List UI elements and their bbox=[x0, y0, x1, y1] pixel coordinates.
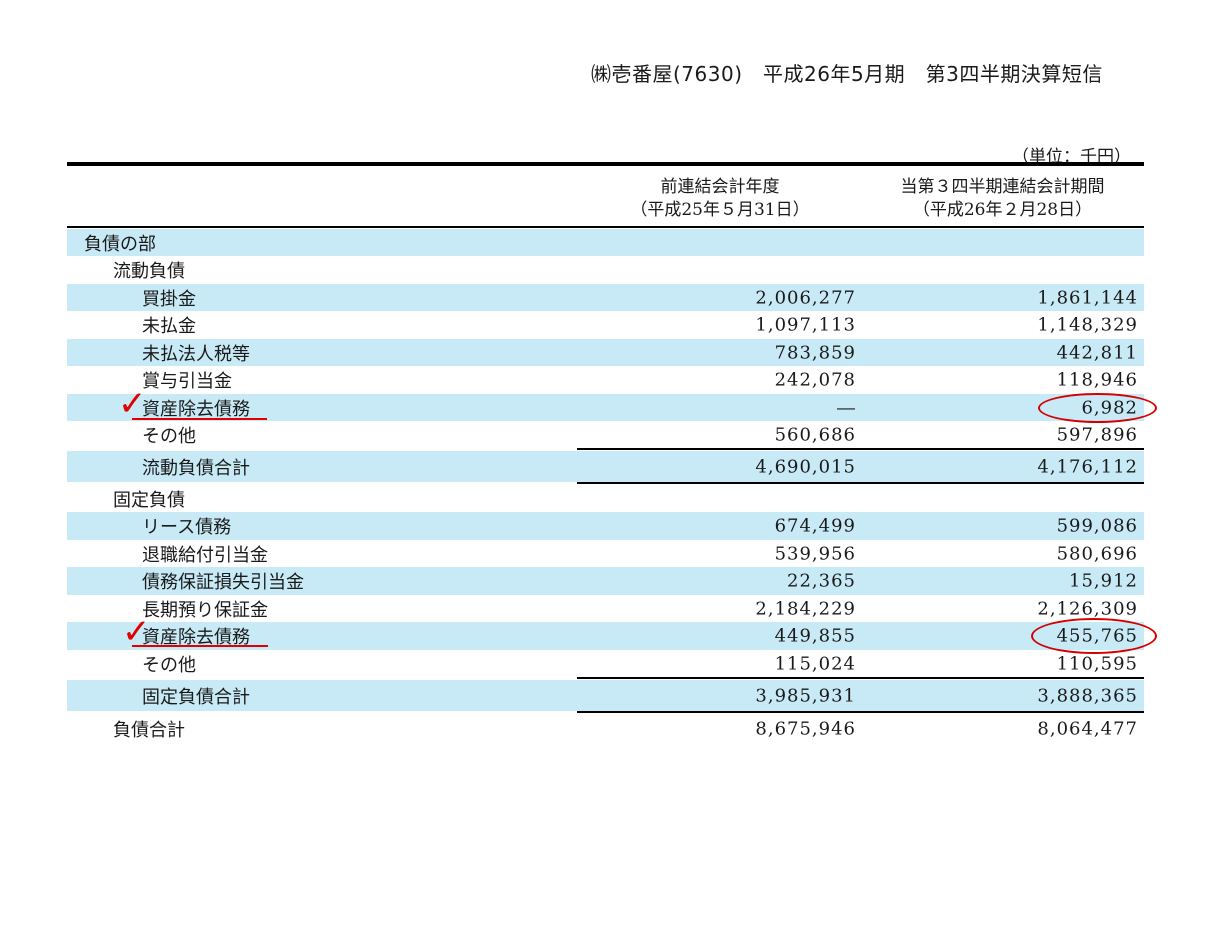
highlight-ellipse bbox=[1038, 393, 1157, 423]
table-row: 長期預り保証金 2,184,229 2,126,309 bbox=[67, 595, 1144, 622]
check-mark-icon: ✓ bbox=[122, 612, 151, 652]
row-label: 長期預り保証金 bbox=[142, 599, 268, 621]
prev-value: 3,985,931 bbox=[755, 685, 856, 706]
row-label: 資産除去債務 bbox=[142, 627, 250, 648]
table-row: その他 560,686 597,896 bbox=[67, 421, 1144, 448]
prev-value: 539,956 bbox=[774, 543, 856, 564]
prev-value: 22,365 bbox=[787, 570, 856, 592]
row-label: 流動負債合計 bbox=[142, 457, 250, 479]
curr-value: 15,912 bbox=[1069, 570, 1138, 592]
subsection-noncurrent-liabilities: 固定負債 bbox=[67, 485, 1144, 512]
highlight-underline bbox=[132, 418, 267, 420]
prev-value: 674,499 bbox=[774, 515, 856, 537]
curr-value: 110,595 bbox=[1056, 653, 1138, 674]
curr-value: 118,946 bbox=[1056, 369, 1138, 390]
row-label: 賞与引当金 bbox=[142, 370, 232, 392]
column-header-prev-date: （平成25年５月31日） bbox=[630, 200, 810, 220]
curr-value: 597,896 bbox=[1056, 424, 1138, 445]
prev-value: ― bbox=[837, 397, 856, 418]
table-row-asset-retirement-current: 資産除去債務 ― 6,982 bbox=[67, 394, 1144, 421]
curr-value: 1,861,144 bbox=[1037, 287, 1138, 308]
curr-value: 442,811 bbox=[1056, 342, 1138, 363]
row-label: 流動負債 bbox=[113, 260, 185, 282]
row-label: 未払法人税等 bbox=[142, 343, 250, 365]
subsection-current-liabilities: 流動負債 bbox=[67, 256, 1144, 283]
subtotal-rule bbox=[577, 677, 1144, 679]
subtotal-rule bbox=[577, 711, 1144, 713]
curr-value: 3,888,365 bbox=[1037, 685, 1138, 706]
prev-value: 1,097,113 bbox=[755, 314, 856, 335]
table-row-noncurrent-subtotal: 固定負債合計 3,985,931 3,888,365 bbox=[67, 680, 1144, 711]
section-header-liabilities: 負債の部 bbox=[67, 229, 1144, 256]
subtotal-rule bbox=[577, 448, 1144, 450]
table-row: 買掛金 2,006,277 1,861,144 bbox=[67, 284, 1144, 311]
table-row: リース債務 674,499 599,086 bbox=[67, 512, 1144, 540]
row-label: その他 bbox=[142, 425, 196, 447]
prev-value: 560,686 bbox=[774, 424, 856, 445]
prev-value: 783,859 bbox=[774, 342, 856, 363]
curr-value: 1,148,329 bbox=[1037, 314, 1138, 335]
row-label: リース債務 bbox=[142, 517, 232, 538]
table-row: 未払法人税等 783,859 442,811 bbox=[67, 339, 1144, 366]
table-row-total-liabilities: 負債合計 8,675,946 8,064,477 bbox=[67, 714, 1144, 744]
curr-value: 599,086 bbox=[1056, 515, 1138, 537]
prev-value: 4,690,015 bbox=[755, 456, 856, 477]
highlight-ellipse bbox=[1031, 618, 1157, 654]
table-row-current-subtotal: 流動負債合計 4,690,015 4,176,112 bbox=[67, 451, 1144, 482]
prev-value: 8,675,946 bbox=[755, 718, 856, 740]
row-label: 債務保証損失引当金 bbox=[142, 572, 304, 593]
row-label: その他 bbox=[142, 654, 196, 676]
curr-value: 2,126,309 bbox=[1037, 598, 1138, 619]
prev-value: 115,024 bbox=[774, 653, 856, 674]
curr-value: 4,176,112 bbox=[1037, 456, 1138, 477]
column-header-curr: 当第３四半期連結会計期間 （平成26年２月28日） bbox=[865, 176, 1140, 222]
table-row: 債務保証損失引当金 22,365 15,912 bbox=[67, 567, 1144, 595]
header-bottom-rule bbox=[67, 226, 1144, 228]
row-label: 退職給付引当金 bbox=[142, 544, 268, 566]
row-label: 負債の部 bbox=[84, 233, 156, 255]
row-label: 固定負債合計 bbox=[142, 686, 250, 708]
column-header-curr-date: （平成26年２月28日） bbox=[912, 200, 1093, 220]
curr-value: 580,696 bbox=[1056, 543, 1138, 564]
column-header-prev: 前連結会計年度 （平成25年５月31日） bbox=[590, 176, 850, 222]
row-label: 資産除去債務 bbox=[142, 398, 250, 420]
document-title: ㈱壱番屋(7630) 平成26年5月期 第3四半期決算短信 bbox=[591, 62, 1103, 86]
column-header-curr-title: 当第３四半期連結会計期間 bbox=[900, 177, 1105, 197]
row-label: 負債合計 bbox=[113, 720, 185, 741]
table-row: 賞与引当金 242,078 118,946 bbox=[67, 366, 1144, 393]
table-row: 退職給付引当金 539,956 580,696 bbox=[67, 540, 1144, 567]
subtotal-rule bbox=[577, 482, 1144, 484]
row-label: 買掛金 bbox=[142, 288, 196, 310]
curr-value: 8,064,477 bbox=[1037, 718, 1138, 740]
row-label: 固定負債 bbox=[113, 489, 185, 511]
prev-value: 2,006,277 bbox=[755, 287, 856, 308]
highlight-underline bbox=[132, 645, 268, 647]
prev-value: 449,855 bbox=[774, 625, 856, 647]
table-row: その他 115,024 110,595 bbox=[67, 650, 1144, 677]
table-row: 未払金 1,097,113 1,148,329 bbox=[67, 311, 1144, 338]
table-top-rule bbox=[67, 162, 1144, 166]
column-header-prev-title: 前連結会計年度 bbox=[660, 177, 780, 197]
prev-value: 242,078 bbox=[774, 369, 856, 390]
check-mark-icon: ✓ bbox=[118, 384, 147, 424]
row-label: 未払金 bbox=[142, 315, 196, 337]
prev-value: 2,184,229 bbox=[755, 598, 856, 619]
